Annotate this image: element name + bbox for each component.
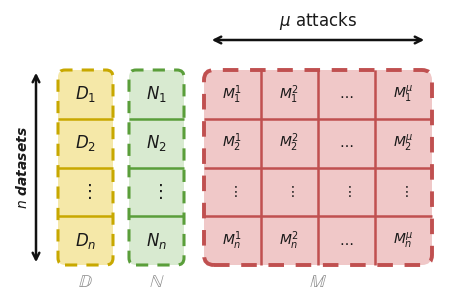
Text: $\mu$ attacks: $\mu$ attacks bbox=[279, 10, 357, 32]
Text: $M_n^\mu$: $M_n^\mu$ bbox=[393, 231, 414, 250]
Text: $\ldots$: $\ldots$ bbox=[339, 87, 354, 101]
Text: $M_n^1$: $M_n^1$ bbox=[222, 229, 243, 252]
Text: $D_2$: $D_2$ bbox=[75, 133, 96, 153]
Text: $\vdots$: $\vdots$ bbox=[151, 182, 163, 201]
FancyBboxPatch shape bbox=[129, 70, 184, 265]
Text: $\mathbb{D}$: $\mathbb{D}$ bbox=[78, 273, 93, 291]
Text: $M_1^1$: $M_1^1$ bbox=[222, 83, 243, 106]
Text: $N_2$: $N_2$ bbox=[146, 133, 167, 153]
Text: $N_n$: $N_n$ bbox=[146, 231, 167, 250]
Text: $\ldots$: $\ldots$ bbox=[339, 234, 354, 248]
FancyBboxPatch shape bbox=[58, 70, 113, 265]
Text: $M_2^\mu$: $M_2^\mu$ bbox=[393, 133, 414, 154]
FancyBboxPatch shape bbox=[204, 70, 432, 265]
Text: $\vdots$: $\vdots$ bbox=[399, 184, 408, 200]
Text: $\mathbb{M}$: $\mathbb{M}$ bbox=[309, 273, 327, 291]
Text: $\vdots$: $\vdots$ bbox=[342, 184, 351, 200]
Text: $M_n^2$: $M_n^2$ bbox=[280, 229, 299, 252]
Text: $M_2^2$: $M_2^2$ bbox=[280, 132, 299, 154]
Text: $D_n$: $D_n$ bbox=[75, 231, 96, 250]
Text: $n$ datasets: $n$ datasets bbox=[16, 126, 30, 209]
Text: $D_1$: $D_1$ bbox=[75, 84, 96, 104]
Text: $\vdots$: $\vdots$ bbox=[285, 184, 294, 200]
Text: $M_2^1$: $M_2^1$ bbox=[222, 132, 243, 154]
Text: $\vdots$: $\vdots$ bbox=[79, 182, 91, 201]
Text: $\vdots$: $\vdots$ bbox=[228, 184, 237, 200]
Text: $M_1^2$: $M_1^2$ bbox=[280, 83, 299, 106]
Text: $N_1$: $N_1$ bbox=[146, 84, 167, 104]
Text: $\ldots$: $\ldots$ bbox=[339, 136, 354, 150]
Text: $M_1^\mu$: $M_1^\mu$ bbox=[393, 84, 414, 105]
Text: $\mathbb{N}$: $\mathbb{N}$ bbox=[149, 273, 164, 291]
